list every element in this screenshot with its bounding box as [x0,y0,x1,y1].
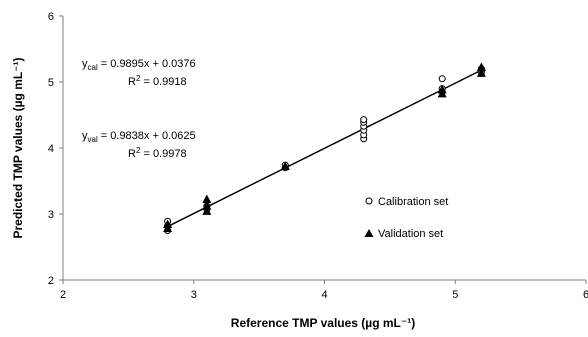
data-points [163,62,486,234]
validation-point [163,219,173,229]
regression-line [167,69,482,228]
validation-equation: yval = 0.9838x + 0.0625 [82,130,196,144]
y-tick-label: 5 [48,77,54,89]
val-r2-body: = 0.9978 [140,148,186,160]
cal-r2-r: R [128,76,136,88]
x-tick-label: 4 [321,289,327,301]
validation-point [476,68,486,77]
legend-validation-label: Validation set [378,228,443,240]
y-tick-label: 3 [48,209,54,221]
y-tick-label: 2 [48,275,54,287]
calibration-point [438,75,446,83]
calibration-r2: R2 = 0.9918 [128,74,187,88]
val-r2-r: R [128,148,136,160]
legend-calibration-label: Calibration set [378,196,448,208]
validation-point [202,206,212,215]
x-axis-title: Reference TMP values (µg mL⁻¹) [231,316,415,330]
x-tick-label: 5 [452,289,458,301]
legend-calibration-marker [365,197,373,205]
calibration-point [360,116,368,124]
legend-validation-marker [364,229,374,237]
val-r2-superscript: 2 [136,146,141,155]
cal-eq-body: = 0.9895x + 0.0376 [98,58,196,70]
y-tick-label: 4 [48,143,54,155]
validation-point [476,62,486,71]
val-eq-y: y [82,130,88,142]
cal-r2-superscript: 2 [136,74,141,83]
val-eq-subscript: val [88,135,98,144]
x-tick-label: 6 [583,289,588,301]
x-tick-label: 3 [191,289,197,301]
legend: Calibration set Validation set [364,196,448,240]
cal-r2-body: = 0.9918 [140,76,186,88]
validation-r2: R2 = 0.9978 [128,146,187,160]
validation-point [202,201,212,210]
tick-labels: 2 3 4 5 6 2 3 4 5 6 [48,11,588,301]
regression-line-group [167,69,482,228]
calibration-equation: ycal = 0.9895x + 0.0376 [82,58,196,72]
y-axis-title: Predicted TMP values (µg mL⁻¹) [11,57,25,238]
validation-point [202,194,212,203]
x-tick-label: 2 [60,289,66,301]
cal-eq-subscript: cal [88,63,98,72]
cal-eq-y: y [82,58,88,70]
validation-point [280,161,290,170]
validation-point [437,84,447,94]
y-tick-label: 6 [48,11,54,23]
val-eq-body: = 0.9838x + 0.0625 [98,130,196,142]
